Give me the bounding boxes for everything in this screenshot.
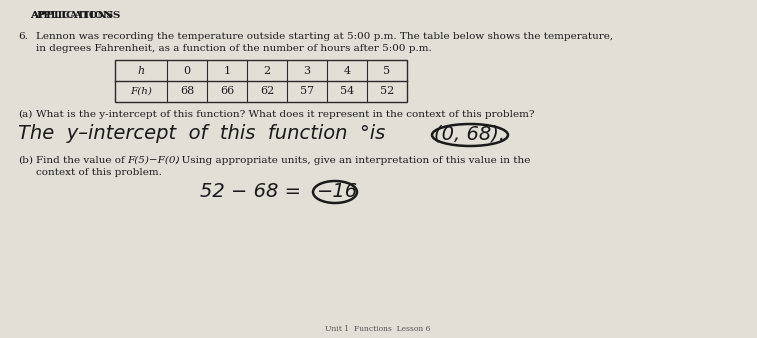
Text: 57: 57 (300, 87, 314, 97)
Text: What is the y-intercept of this function? What does it represent in the context : What is the y-intercept of this function… (36, 110, 534, 119)
Text: A: A (30, 11, 38, 20)
Text: 5: 5 (384, 66, 391, 75)
Bar (115, 60, 407, 102)
Text: 4: 4 (344, 66, 350, 75)
Text: . Using appropriate units, give an interpretation of this value in the: . Using appropriate units, give an inter… (175, 156, 531, 165)
Text: −16: −16 (317, 182, 358, 201)
Text: in degrees Fahrenheit, as a function of the number of hours after 5:00 p.m.: in degrees Fahrenheit, as a function of … (36, 44, 431, 53)
Text: (0, 68).: (0, 68). (434, 124, 505, 143)
Text: h: h (138, 66, 145, 75)
Text: Unit 1  Functions  Lesson 6: Unit 1 Functions Lesson 6 (326, 325, 431, 333)
Text: 62: 62 (260, 87, 274, 97)
Text: 54: 54 (340, 87, 354, 97)
Text: 52 − 68 =: 52 − 68 = (200, 182, 301, 201)
Text: 6.: 6. (18, 32, 28, 41)
Text: Lennon was recording the temperature outside starting at 5:00 p.m. The table bel: Lennon was recording the temperature out… (36, 32, 613, 41)
Text: 1: 1 (223, 66, 231, 75)
Text: The  y–intercept  of  this  function  °is: The y–intercept of this function °is (18, 124, 385, 143)
Text: F(5)−F(0): F(5)−F(0) (127, 156, 179, 165)
Text: 3: 3 (304, 66, 310, 75)
Text: context of this problem.: context of this problem. (36, 168, 162, 177)
Text: 0: 0 (183, 66, 191, 75)
Text: PPLICATIONS: PPLICATIONS (37, 11, 114, 20)
Text: 2: 2 (263, 66, 270, 75)
Text: APPLICATIONS: APPLICATIONS (30, 11, 120, 20)
Text: 66: 66 (220, 87, 234, 97)
Text: (b): (b) (18, 156, 33, 165)
Text: 52: 52 (380, 87, 394, 97)
Text: Find the value of: Find the value of (36, 156, 128, 165)
Text: (a): (a) (18, 110, 33, 119)
Text: 68: 68 (180, 87, 194, 97)
Text: F(h): F(h) (130, 87, 152, 96)
